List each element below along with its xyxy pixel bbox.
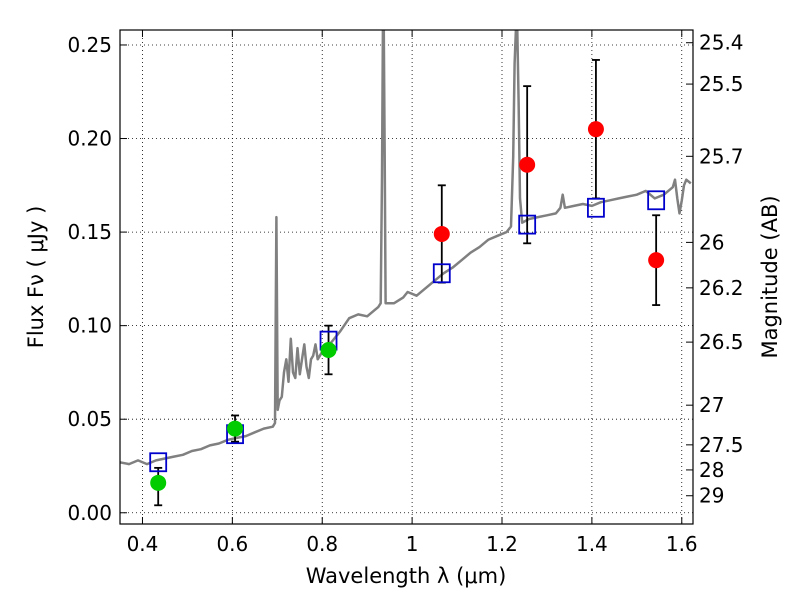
y-tick-label: 0.00	[67, 501, 112, 525]
x-tick-label: 0.4	[127, 532, 159, 556]
magnitude-tick-label: 27.5	[699, 433, 744, 457]
plot-background	[120, 30, 693, 524]
plot-area	[120, 30, 692, 507]
magnitude-axis-label: Magnitude (AB)	[758, 195, 782, 358]
observed-point-marker	[320, 341, 337, 358]
x-tick-label: 1.6	[666, 532, 698, 556]
magnitude-tick-label: 25.5	[699, 72, 744, 96]
observed-point-marker	[519, 156, 536, 173]
model-square-marker	[587, 197, 605, 218]
magnitude-tick-label: 29	[699, 484, 724, 508]
y-tick-label: 0.05	[67, 407, 112, 431]
model-square-marker	[518, 214, 537, 235]
observed-point-marker	[587, 121, 604, 138]
x-tick-label: 0.6	[216, 532, 248, 556]
y-tick-label: 0.15	[67, 220, 112, 244]
magnitude-tick-label: 26	[699, 230, 724, 254]
magnitude-tick-label: 26.2	[699, 276, 744, 300]
magnitude-tick-label: 25.7	[699, 144, 744, 168]
magnitude-tick-label: 27	[699, 393, 724, 417]
model-square-marker	[647, 190, 666, 211]
axis-ticks	[120, 30, 693, 524]
model-square-marker	[149, 452, 168, 473]
y-axis-label: Flux Fν ( μJy )	[24, 206, 48, 349]
tick-labels: 0.4 0.6 0.8 1 1.2 1.4 1.6 0.00 0.05 0.10 0.15 0.20 0…	[67, 31, 743, 556]
plot-frame	[119, 29, 694, 525]
x-tick-label: 1	[406, 532, 419, 556]
observed-point-marker	[227, 420, 244, 437]
magnitude-tick-label: 26.5	[699, 330, 744, 354]
magnitude-tick-label: 28	[699, 458, 724, 482]
observed-point-marker	[648, 252, 665, 269]
x-axis-label: Wavelength λ (μm)	[306, 564, 507, 588]
y-tick-label: 0.20	[67, 127, 112, 151]
data-markers	[149, 121, 666, 491]
x-tick-label: 1.4	[576, 532, 608, 556]
spectrum-line	[120, 30, 692, 466]
x-tick-label: 0.8	[306, 532, 338, 556]
observed-point-marker	[433, 225, 450, 242]
magnitude-tick-label: 25.4	[699, 31, 744, 55]
observed-point-marker	[150, 474, 167, 491]
x-tick-label: 1.2	[486, 532, 518, 556]
y-tick-label: 0.10	[67, 314, 112, 338]
model-square-marker	[432, 263, 451, 284]
y-tick-label: 0.25	[67, 33, 112, 57]
